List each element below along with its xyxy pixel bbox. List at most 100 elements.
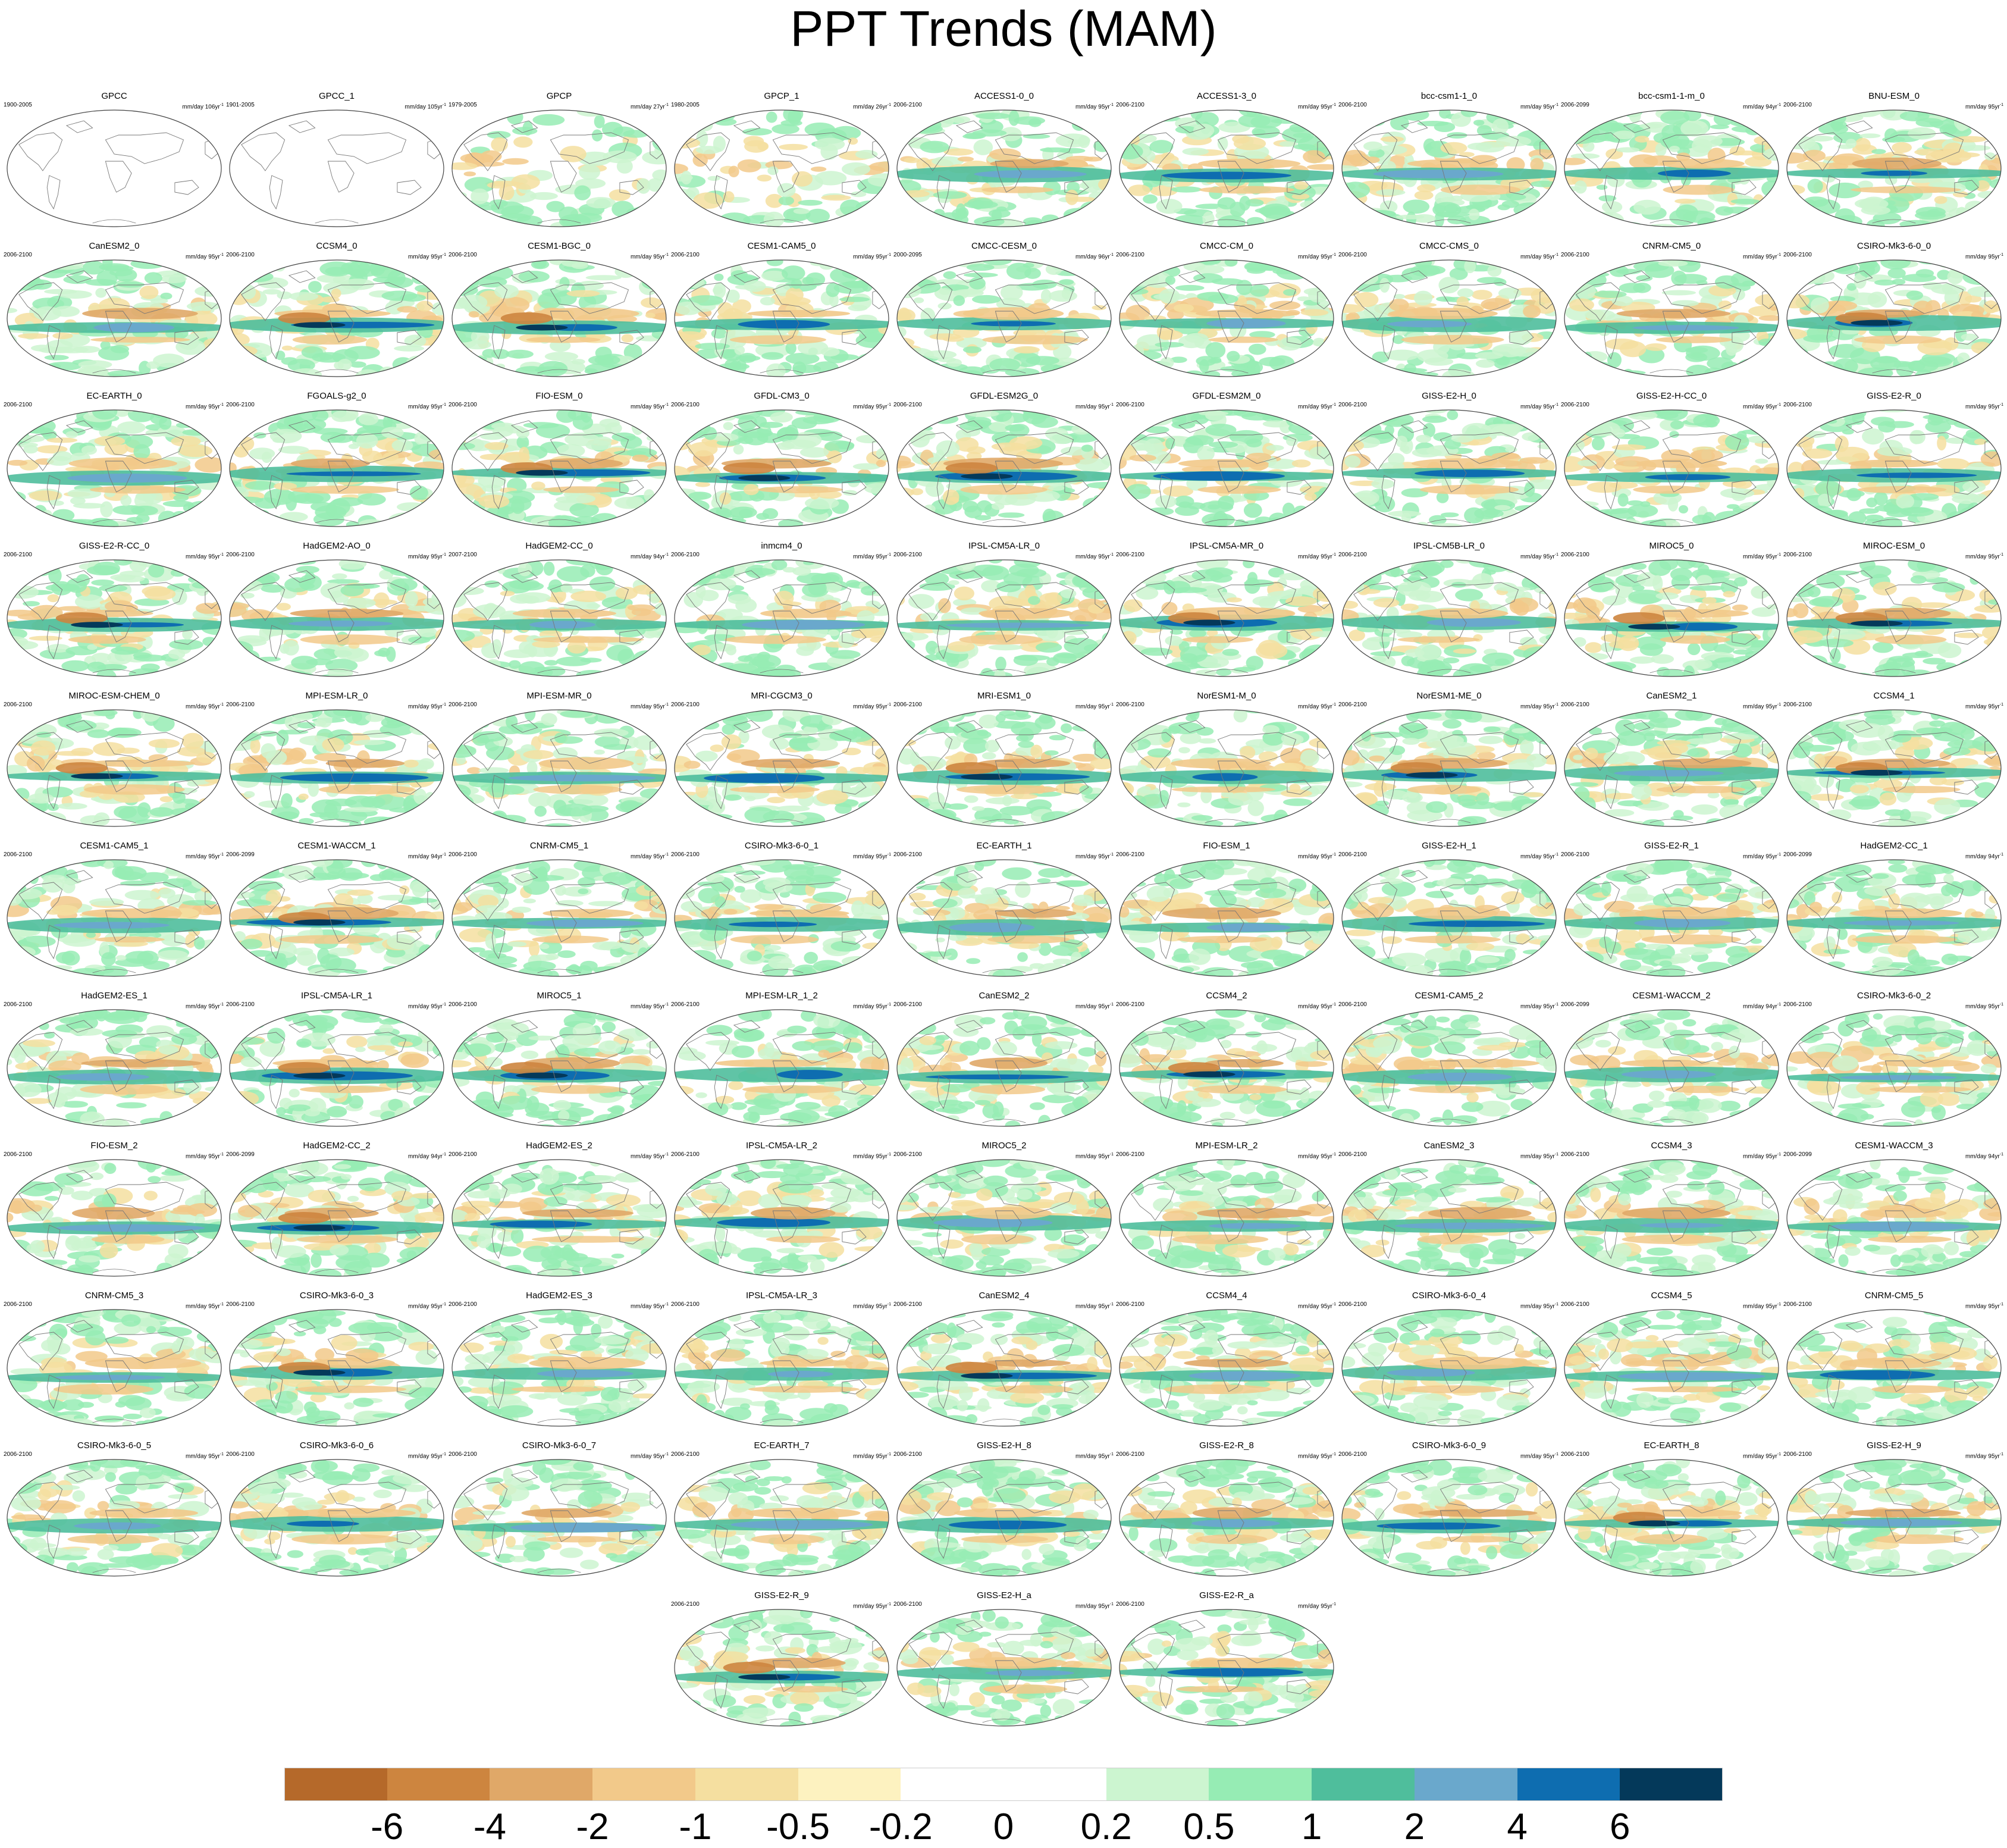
globe-map-icon bbox=[1786, 1458, 2002, 1577]
globe-map-icon bbox=[896, 859, 1112, 978]
panel-period: 2006-2100 bbox=[671, 1451, 700, 1458]
colorbar-tick-label: -1 bbox=[679, 1806, 711, 1848]
panel-title: ACCESS1-3_0 bbox=[1116, 91, 1337, 102]
panel-period: 2006-2100 bbox=[1116, 1601, 1144, 1608]
panel-units-exponent: -1 bbox=[1332, 1302, 1336, 1307]
panel-title: CanESM2_0 bbox=[4, 241, 225, 252]
globe-map-icon bbox=[228, 859, 445, 978]
panel-period: 2006-2100 bbox=[1116, 1001, 1144, 1008]
panel-title: CSIRO-Mk3-6-0_9 bbox=[1338, 1440, 1560, 1451]
panel-title: CCSM4_0 bbox=[226, 241, 447, 252]
panel-period: 2006-2100 bbox=[893, 402, 922, 409]
panel-period: 2006-2100 bbox=[671, 851, 700, 859]
panel-period: 2006-2100 bbox=[1338, 1151, 1367, 1158]
panel-title: HadGEM2-AO_0 bbox=[226, 541, 447, 552]
panel-title: bcc-csm1-1-m_0 bbox=[1561, 91, 1782, 102]
panel-units-exponent: -1 bbox=[1332, 853, 1336, 857]
panel-units-exponent: -1 bbox=[1555, 1152, 1558, 1157]
panel-title: MPI-ESM-LR_2 bbox=[1116, 1141, 1337, 1151]
globe-map-icon bbox=[1563, 259, 1780, 378]
panel-period: 2006-2100 bbox=[1561, 1151, 1589, 1158]
panel-title: IPSL-CM5A-LR_3 bbox=[671, 1291, 892, 1301]
globe-map-icon bbox=[451, 1008, 667, 1127]
panel-title: CNRM-CM5_3 bbox=[4, 1291, 225, 1301]
panel-period: 2006-2100 bbox=[893, 1451, 922, 1458]
globe-map-icon bbox=[896, 709, 1112, 828]
panel-period: 2006-2100 bbox=[1338, 552, 1367, 559]
panel-title: CCSM4_5 bbox=[1561, 1291, 1782, 1301]
panel-units-exponent: -1 bbox=[1110, 1003, 1114, 1007]
globe-map-icon bbox=[1563, 409, 1780, 528]
panel-period: 2006-2100 bbox=[4, 552, 32, 559]
panel-units-exponent: -1 bbox=[2000, 703, 2003, 707]
panel-period: 2006-2100 bbox=[226, 1001, 255, 1008]
panel-title: CESM1-WACCM_2 bbox=[1561, 991, 1782, 1001]
globe-map-icon bbox=[228, 259, 445, 378]
panel-units-exponent: -1 bbox=[1110, 703, 1114, 707]
panel-title: GPCP_1 bbox=[671, 91, 892, 102]
globe-map-icon bbox=[228, 709, 445, 828]
panel-units-exponent: -1 bbox=[665, 1302, 669, 1307]
panel-title: CNRM-CM5_5 bbox=[1783, 1291, 2005, 1301]
panel-title: CMCC-CMS_0 bbox=[1338, 241, 1560, 252]
panel-period: 2006-2100 bbox=[671, 402, 700, 409]
globe-map-icon bbox=[1341, 1008, 1557, 1127]
panel-title: IPSL-CM5B-LR_0 bbox=[1338, 541, 1560, 552]
panel-units-exponent: -1 bbox=[665, 853, 669, 857]
globe-map-icon bbox=[228, 109, 445, 228]
globe-map-icon bbox=[1118, 859, 1335, 978]
globe-map-icon bbox=[1118, 1608, 1335, 1727]
globe-map-icon bbox=[673, 1008, 890, 1127]
panel-units-exponent: -1 bbox=[220, 253, 224, 257]
panel-title: CSIRO-Mk3-6-0_5 bbox=[4, 1440, 225, 1451]
globe-map-icon bbox=[6, 559, 222, 678]
panel-units-exponent: -1 bbox=[1555, 403, 1558, 407]
panel-period: 2006-2099 bbox=[226, 851, 255, 859]
panel-units-exponent: -1 bbox=[1332, 553, 1336, 557]
panel-period: 2006-2100 bbox=[1783, 701, 1812, 709]
colorbar-tick-label: 0 bbox=[993, 1806, 1014, 1848]
panel-units-exponent: -1 bbox=[2000, 103, 2003, 107]
globe-map-icon bbox=[1118, 1008, 1335, 1127]
panel-units-exponent: -1 bbox=[2000, 1302, 2003, 1307]
globe-map-icon bbox=[896, 1158, 1112, 1277]
globe-map-icon bbox=[673, 1158, 890, 1277]
globe-map-icon bbox=[1786, 709, 2002, 828]
globe-map-icon bbox=[896, 1008, 1112, 1127]
panel-period: 2006-2100 bbox=[1561, 701, 1589, 709]
panel-title: CESM1-WACCM_3 bbox=[1783, 1141, 2005, 1151]
panel-units-exponent: -1 bbox=[443, 1003, 446, 1007]
panel-title: CCSM4_1 bbox=[1783, 691, 2005, 701]
panel-period: 2006-2100 bbox=[449, 701, 477, 709]
colorbar-tick-label: -0.5 bbox=[766, 1806, 830, 1848]
panel-title: GISS-E2-R-CC_0 bbox=[4, 541, 225, 552]
panel-title: MIROC-ESM-CHEM_0 bbox=[4, 691, 225, 701]
panel-units-exponent: -1 bbox=[1332, 103, 1336, 107]
panel-title: MIROC-ESM_0 bbox=[1783, 541, 2005, 552]
panel-title: IPSL-CM5A-LR_0 bbox=[893, 541, 1115, 552]
panel-title: BNU-ESM_0 bbox=[1783, 91, 2005, 102]
globe-map-icon bbox=[1563, 1008, 1780, 1127]
panel-period: 2006-2100 bbox=[449, 1451, 477, 1458]
